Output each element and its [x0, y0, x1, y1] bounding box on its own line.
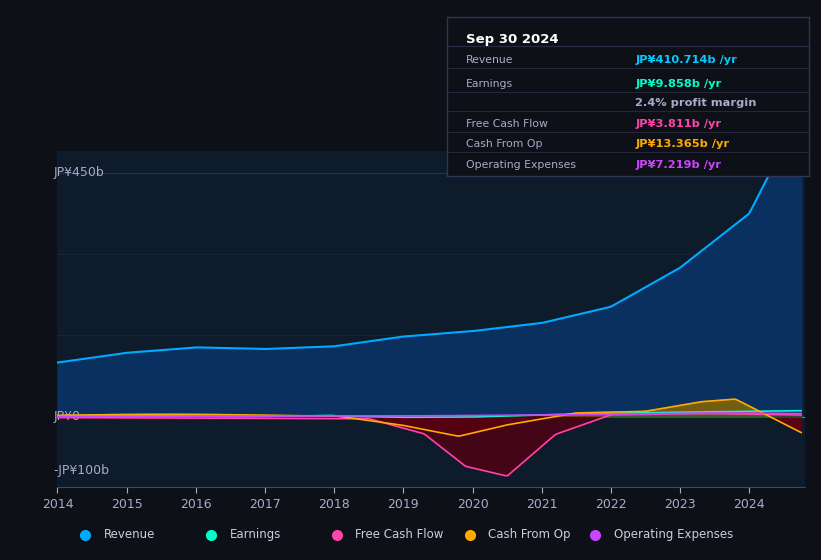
Text: Cash From Op: Cash From Op	[466, 139, 542, 150]
Text: Operating Expenses: Operating Expenses	[613, 528, 733, 542]
Text: Earnings: Earnings	[230, 528, 281, 542]
Text: Earnings: Earnings	[466, 78, 512, 88]
Text: Free Cash Flow: Free Cash Flow	[466, 119, 548, 129]
Text: Sep 30 2024: Sep 30 2024	[466, 32, 558, 46]
Text: JP¥7.219b /yr: JP¥7.219b /yr	[635, 160, 722, 170]
Text: Cash From Op: Cash From Op	[488, 528, 571, 542]
Text: Operating Expenses: Operating Expenses	[466, 160, 576, 170]
Text: Free Cash Flow: Free Cash Flow	[355, 528, 443, 542]
Text: JP¥0: JP¥0	[53, 410, 80, 423]
Text: JP¥410.714b /yr: JP¥410.714b /yr	[635, 55, 737, 65]
Text: JP¥9.858b /yr: JP¥9.858b /yr	[635, 78, 722, 88]
Text: 2.4% profit margin: 2.4% profit margin	[635, 98, 757, 108]
Text: -JP¥100b: -JP¥100b	[53, 464, 110, 478]
Text: JP¥3.811b /yr: JP¥3.811b /yr	[635, 119, 722, 129]
Text: JP¥13.365b /yr: JP¥13.365b /yr	[635, 139, 729, 150]
Text: Revenue: Revenue	[466, 55, 513, 65]
Text: Revenue: Revenue	[104, 528, 155, 542]
Text: JP¥450b: JP¥450b	[53, 166, 104, 179]
